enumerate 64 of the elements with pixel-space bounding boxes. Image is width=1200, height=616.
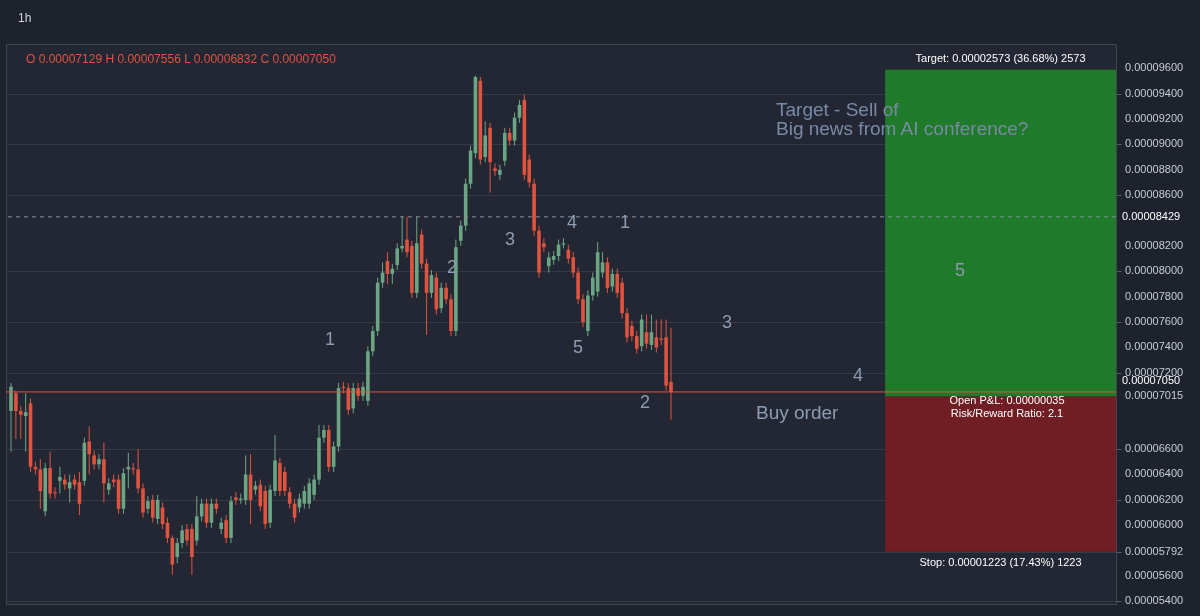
annotation: O 0.00007129 H 0.00007556 L 0.00006832 C 0.00007050 — [26, 52, 337, 66]
y-tick-label: 0.00008800 — [1125, 162, 1184, 175]
y-tick-label: 0.00009600 — [1125, 61, 1184, 74]
y-tick-label: 0.00006400 — [1125, 467, 1184, 480]
candlestick — [546, 251, 551, 274]
candlestick — [395, 242, 400, 271]
candlestick — [439, 282, 444, 314]
text: 1h — [18, 11, 32, 25]
candlestick — [370, 325, 375, 357]
candlestick — [136, 448, 140, 495]
candlestick — [97, 453, 101, 470]
y-tick-label: 0.00007400 — [1125, 340, 1184, 353]
annotation: 1 — [619, 212, 631, 232]
candlestick — [175, 537, 180, 564]
candlestick — [58, 466, 62, 495]
y-tick-label: 0.00005400 — [1125, 594, 1184, 607]
candlestick — [18, 405, 23, 440]
candlestick — [180, 524, 184, 549]
band-label: Target: 0.00002573 (36.68%) 2573 — [915, 51, 1086, 64]
y-tick-label: 0.00007600 — [1125, 315, 1184, 328]
candlestick — [87, 425, 92, 475]
y-tick-label: 0.00008200 — [1125, 238, 1184, 251]
candlestick — [444, 282, 448, 305]
candlestick — [634, 330, 639, 355]
y-tick-label: 0.00006000 — [1125, 518, 1184, 531]
y-tick-label: 0.00005792 — [1125, 544, 1184, 557]
candlestick — [234, 491, 238, 506]
candlestick — [224, 514, 228, 544]
annotation: Open P&L: 0.00000035 — [949, 394, 1065, 406]
candlestick — [498, 164, 502, 181]
annotation: 4 — [852, 365, 864, 385]
y-tick-label: 0.00006200 — [1125, 492, 1184, 505]
y-tick-label: 0.00009400 — [1125, 86, 1184, 99]
annotation: 4 — [566, 212, 578, 232]
band-label: Stop: 0.00001223 (17.43%) 1223 — [919, 555, 1082, 568]
ref-line-label: 0.00008429 — [1122, 209, 1181, 222]
candlestick — [571, 251, 576, 279]
annotation: 3 — [504, 229, 516, 249]
annotation: 5 — [572, 337, 584, 357]
y-tick-label: 0.00007015 — [1125, 389, 1184, 402]
y-tick-label: 0.00005600 — [1125, 569, 1184, 582]
candlestick — [322, 424, 326, 444]
y-tick-label: 0.00008000 — [1125, 264, 1184, 277]
candlestick — [493, 162, 497, 177]
candlestick — [146, 495, 150, 515]
candlestick — [92, 449, 96, 470]
annotation: Buy order — [756, 402, 840, 423]
candlestick — [483, 120, 488, 163]
y-tick-label: 0.00009000 — [1125, 137, 1184, 150]
annotation: 5 — [954, 260, 966, 280]
y-tick-label: 0.00009200 — [1125, 111, 1184, 124]
annotation: 2 — [639, 392, 651, 412]
candlestick — [150, 494, 155, 524]
annotation: 3 — [721, 312, 733, 332]
y-tick-label: 0.00007800 — [1125, 289, 1184, 302]
candlestick — [307, 477, 312, 510]
candlestick — [351, 382, 356, 415]
candlestick — [458, 220, 463, 247]
candlestick — [282, 466, 287, 497]
y-tick-label: 0.00008600 — [1125, 188, 1184, 201]
annotation: Risk/Reward Ratio: 2.1 — [950, 407, 1064, 419]
candlestick — [581, 293, 585, 328]
y-tick-label: 0.00006600 — [1125, 442, 1184, 455]
annotation: 1 — [324, 329, 336, 349]
